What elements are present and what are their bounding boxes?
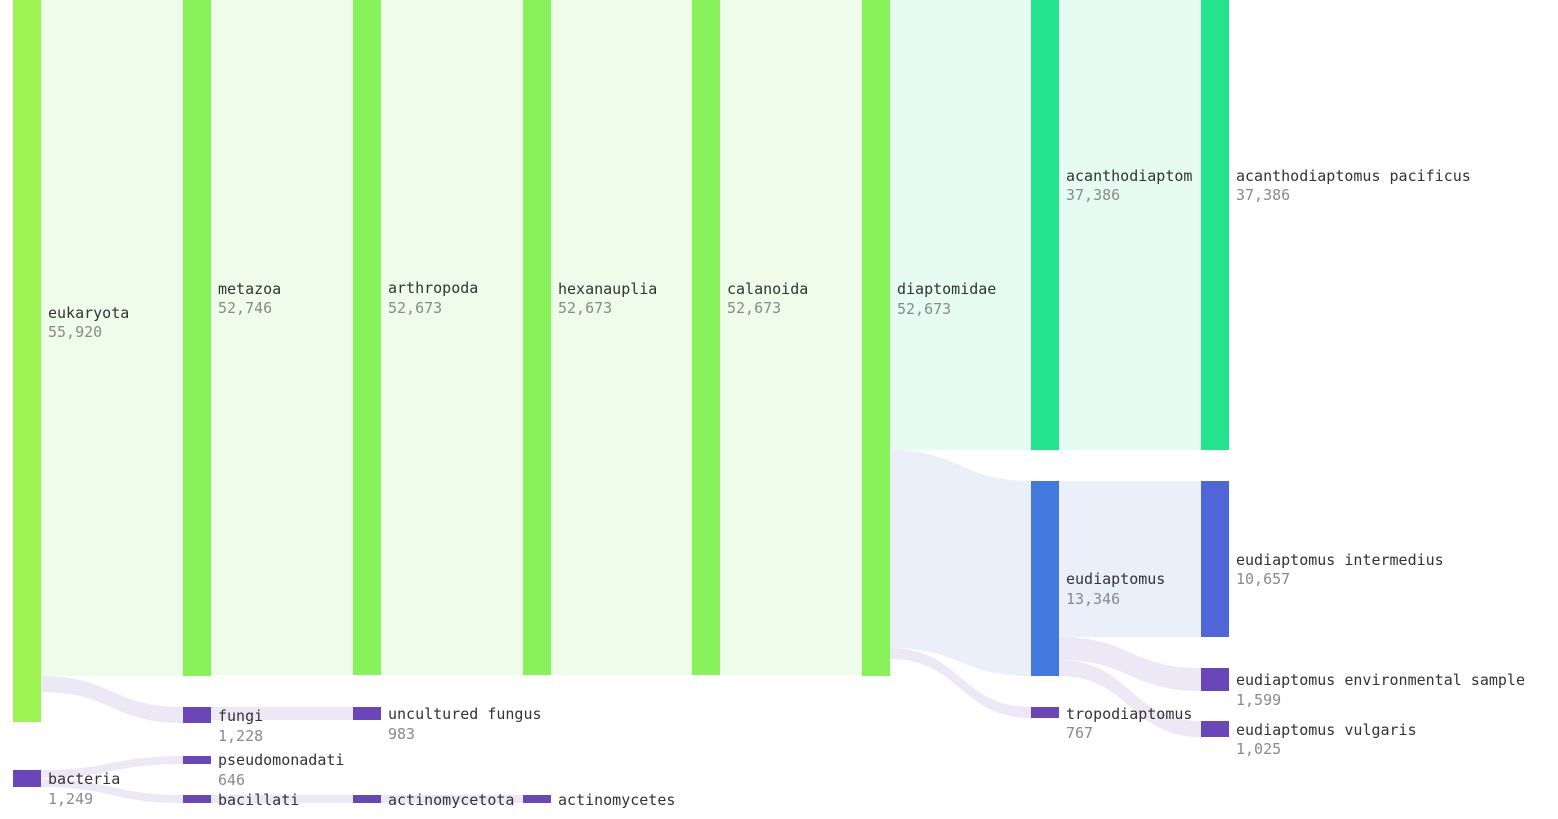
link-calanoida-to-diaptomidae: [720, 0, 862, 675]
link-fungi-to-uncultured-fungus: [211, 707, 353, 720]
node-label-acanthodiaptomus: acanthodiaptom: [1066, 167, 1192, 185]
link-eukaryota-to-metazoa: [41, 0, 183, 676]
node-value-metazoa: 52,746: [218, 299, 272, 317]
node-value-calanoida: 52,673: [727, 299, 781, 317]
node-acanthodiaptomus[interactable]: [1031, 0, 1059, 450]
node-value-pseudomonadati: 646: [218, 771, 245, 789]
node-label-eudiaptomus: eudiaptomus: [1066, 570, 1165, 588]
node-label-uncultured-fungus: uncultured fungus: [388, 705, 542, 723]
node-label-fungi: fungi: [218, 707, 263, 725]
node-label-pseudomonadati: pseudomonadati: [218, 751, 344, 769]
node-fungi[interactable]: [183, 707, 211, 723]
node-label-eudiaptomus-vulgaris: eudiaptomus vulgaris: [1236, 721, 1417, 739]
link-eudiaptomus-to-eudiaptomus-environmental-sample: [1059, 637, 1201, 691]
node-label-bacteria: bacteria: [48, 770, 120, 788]
link-eudiaptomus-to-eudiaptomus-vulgaris: [1059, 660, 1201, 737]
link-bacillati-to-actinomycetota: [211, 795, 353, 803]
node-label-hexanauplia: hexanauplia: [558, 280, 657, 298]
node-label-calanoida: calanoida: [727, 280, 808, 298]
node-bacteria[interactable]: [13, 770, 41, 787]
node-value-arthropoda: 52,673: [388, 299, 442, 317]
node-eudiaptomus-vulgaris[interactable]: [1201, 721, 1229, 737]
node-label-eudiaptomus-environmental-sample: eudiaptomus environmental sample: [1236, 671, 1525, 689]
node-eukaryota[interactable]: [13, 0, 41, 722]
node-value-uncultured-fungus: 983: [388, 725, 415, 743]
node-value-eudiaptomus-intermedius: 10,657: [1236, 570, 1290, 588]
link-bacteria-to-bacillati: [41, 779, 183, 803]
link-diaptomidae-to-tropodiaptomus: [890, 648, 1031, 718]
node-value-diaptomidae: 52,673: [897, 300, 951, 318]
node-uncultured-fungus[interactable]: [353, 707, 381, 720]
link-eukaryota-to-fungi: [41, 676, 183, 723]
link-eudiaptomus-to-eudiaptomus-intermedius: [1059, 481, 1201, 637]
node-label-actinomycetes: actinomycetes: [558, 791, 675, 809]
node-eudiaptomus-intermedius[interactable]: [1201, 481, 1229, 637]
link-metazoa-to-arthropoda: [211, 0, 353, 675]
node-label-arthropoda: arthropoda: [388, 279, 478, 297]
link-bacteria-to-pseudomonadati: [41, 756, 183, 778]
node-acanthodiaptomus-pacificus[interactable]: [1201, 0, 1229, 450]
node-value-hexanauplia: 52,673: [558, 299, 612, 317]
node-label-tropodiaptomus: tropodiaptomus: [1066, 705, 1192, 723]
node-label-actinomycetota: actinomycetota: [388, 791, 514, 809]
node-diaptomidae[interactable]: [862, 0, 890, 676]
node-actinomycetota[interactable]: [353, 795, 381, 803]
sankey-links: [41, 0, 1201, 803]
sankey-nodes: [13, 0, 1229, 803]
node-label-metazoa: metazoa: [218, 280, 281, 298]
link-actinomycetota-to-actinomycetes: [381, 795, 523, 803]
node-label-bacillati: bacillati: [218, 791, 299, 809]
node-label-diaptomidae: diaptomidae: [897, 280, 996, 298]
node-metazoa[interactable]: [183, 0, 211, 676]
node-arthropoda[interactable]: [353, 0, 381, 675]
node-value-acanthodiaptomus-pacificus: 37,386: [1236, 186, 1290, 204]
link-diaptomidae-to-acanthodiaptomus: [890, 0, 1031, 450]
node-value-acanthodiaptomus: 37,386: [1066, 186, 1120, 204]
link-diaptomidae-to-eudiaptomus: [890, 450, 1031, 676]
node-label-eukaryota: eukaryota: [48, 304, 129, 322]
node-value-eudiaptomus-vulgaris: 1,025: [1236, 740, 1281, 758]
node-eudiaptomus-environmental-sample[interactable]: [1201, 668, 1229, 691]
node-actinomycetes[interactable]: [523, 795, 551, 803]
node-label-acanthodiaptomus-pacificus: acanthodiaptomus pacificus: [1236, 167, 1471, 185]
node-value-eukaryota: 55,920: [48, 323, 102, 341]
node-value-eudiaptomus: 13,346: [1066, 590, 1120, 608]
node-value-fungi: 1,228: [218, 727, 263, 745]
node-value-bacteria: 1,249: [48, 790, 93, 808]
node-label-eudiaptomus-intermedius: eudiaptomus intermedius: [1236, 551, 1444, 569]
link-acanthodiaptomus-to-acanthodiaptomus-pacificus: [1059, 0, 1201, 450]
node-value-eudiaptomus-environmental-sample: 1,599: [1236, 691, 1281, 709]
node-hexanauplia[interactable]: [523, 0, 551, 675]
node-tropodiaptomus[interactable]: [1031, 707, 1059, 718]
node-pseudomonadati[interactable]: [183, 756, 211, 764]
node-calanoida[interactable]: [692, 0, 720, 675]
node-eudiaptomus[interactable]: [1031, 481, 1059, 676]
node-bacillati[interactable]: [183, 795, 211, 803]
link-hexanauplia-to-calanoida: [551, 0, 692, 675]
node-value-tropodiaptomus: 767: [1066, 724, 1093, 742]
link-arthropoda-to-hexanauplia: [381, 0, 523, 675]
